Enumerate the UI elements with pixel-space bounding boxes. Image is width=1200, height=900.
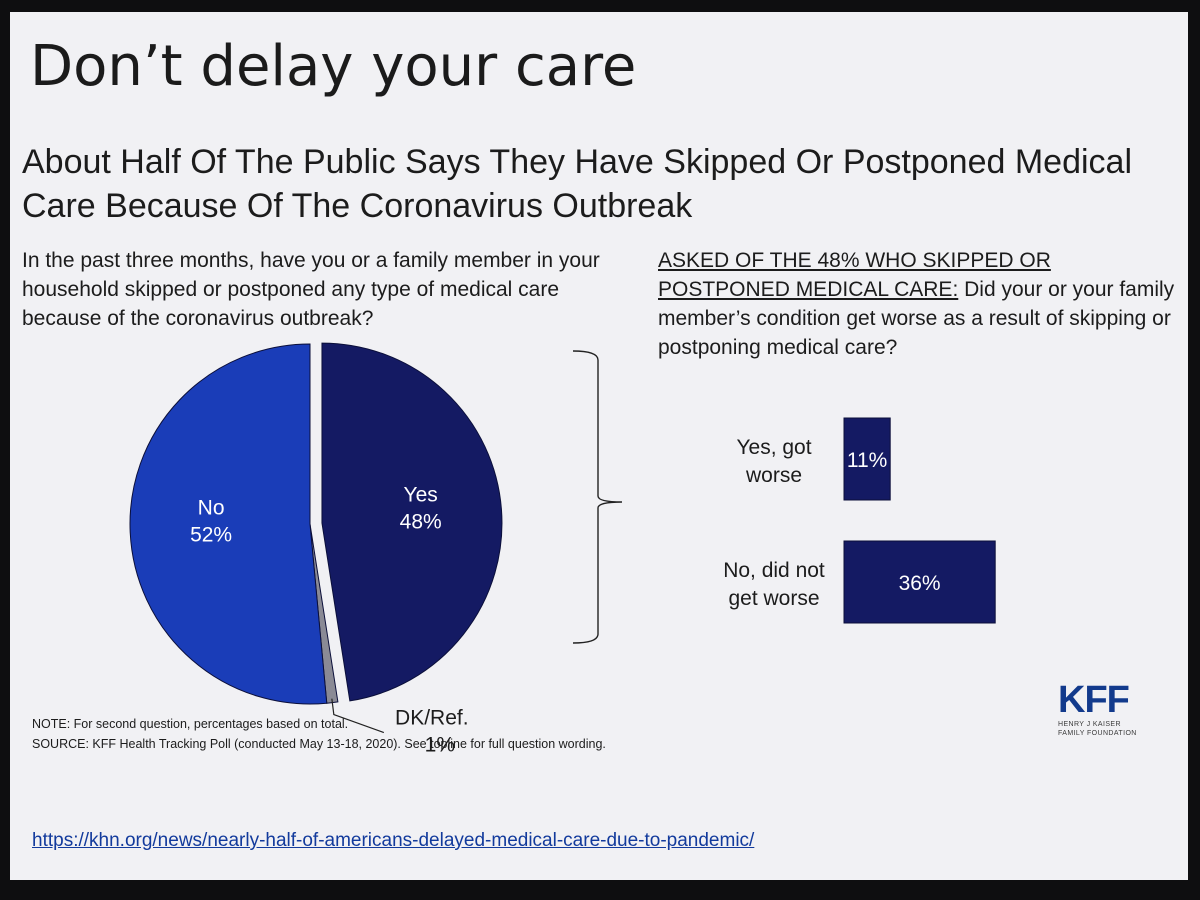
pie-value-no: 52% [190, 524, 232, 547]
chart-headline: About Half Of The Public Says They Have … [22, 143, 1132, 225]
bar-value-yes: 11% [847, 449, 887, 472]
bracket [572, 350, 623, 644]
bar-category-no-line-1: No, did not [723, 559, 825, 582]
pie-label-yes: Yes [404, 483, 438, 506]
logo-subtitle: HENRY J KAISER FAMILY FOUNDATION [1058, 720, 1158, 738]
slide-title: Don’t delay your care [30, 34, 637, 99]
bar-category-no-line-2: get worse [728, 587, 819, 610]
logo-line-2: FAMILY FOUNDATION [1058, 730, 1137, 737]
pie-label-dk: DK/Ref. [395, 707, 469, 730]
chart-area: Yes 48% DK/Ref. 1% No 52% 11% Yes, got worse 36% N… [129, 342, 996, 757]
footnotes: NOTE: For second question, percentages b… [32, 714, 932, 754]
bar-question-rest: Did your or your family member’s conditi… [658, 278, 1175, 359]
bar-question-lead: ASKED OF THE 48% WHO SKIPPED OR POSTPONE… [658, 249, 1051, 301]
bar-no [843, 540, 996, 624]
dk-leader-line [331, 698, 385, 734]
pie-slice-yes [321, 342, 503, 702]
bar-value-no: 36% [899, 572, 941, 595]
logo-line-1: HENRY J KAISER [1058, 721, 1121, 728]
pie-value-yes: 48% [400, 510, 442, 533]
bar-category-yes-line-2: worse [745, 464, 802, 487]
bar-yes [843, 417, 891, 501]
logo-letters: KFF [1058, 679, 1130, 721]
slide: Don’t delay your care About Half Of The … [10, 12, 1188, 880]
pie-slice-no [129, 343, 328, 705]
pie-question: In the past three months, have you or a … [22, 249, 600, 330]
bar-question: ASKED OF THE 48% WHO SKIPPED OR POSTPONE… [658, 246, 1178, 362]
source-text: SOURCE: KFF Health Tracking Poll (conduc… [32, 737, 606, 751]
kff-logo: KFF HENRY J KAISER FAMILY FOUNDATION [1058, 680, 1158, 750]
pie-label-no: No [198, 497, 225, 520]
bar-category-yes-line-1: Yes, got [736, 436, 811, 459]
source-link[interactable]: https://khn.org/news/nearly-half-of-amer… [32, 830, 755, 851]
pie-value-dk: 1% [425, 734, 455, 757]
note-text: NOTE: For second question, percentages b… [32, 717, 349, 731]
